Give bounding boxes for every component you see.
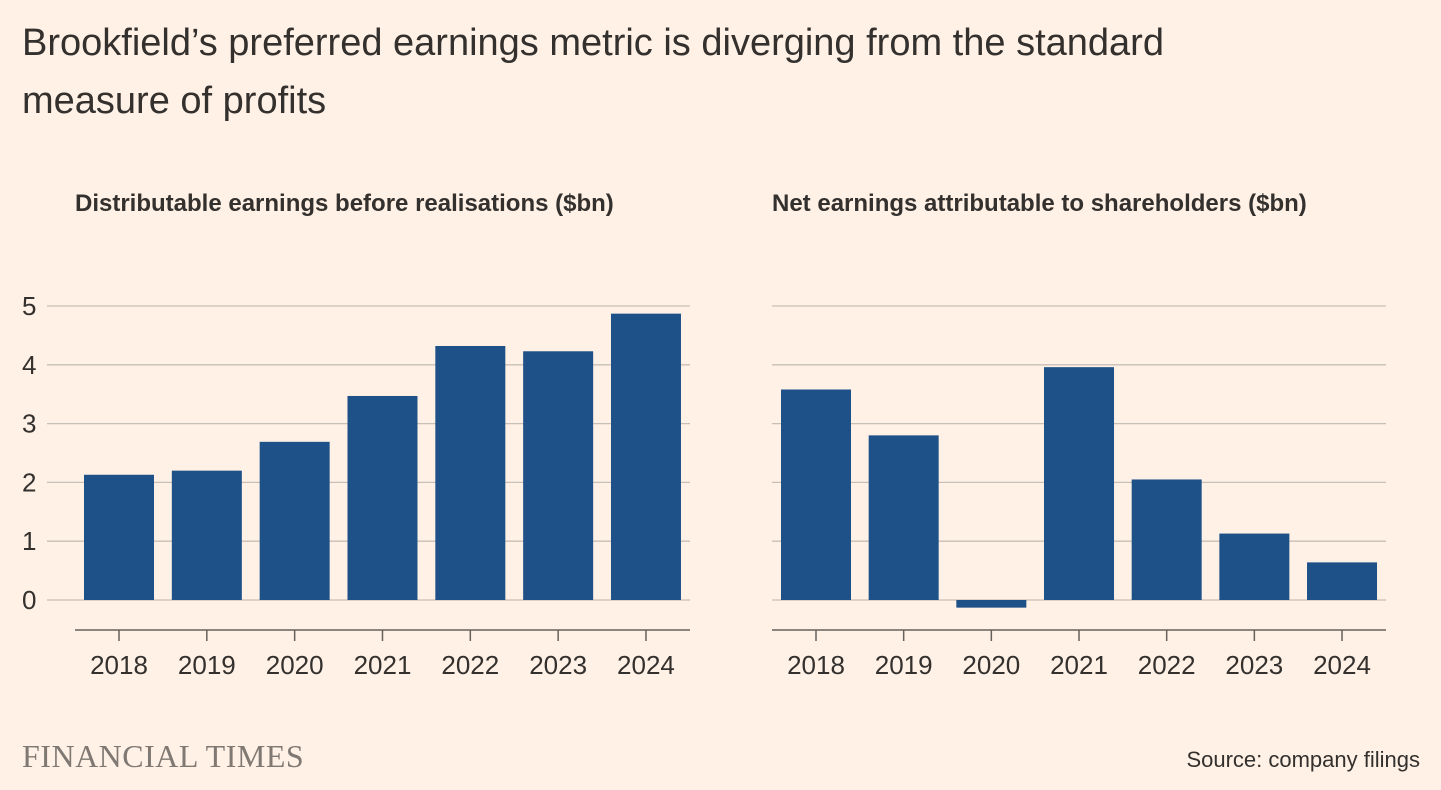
chart-title: Brookfield’s preferred earnings metric i…	[22, 22, 1164, 122]
left-bar-2023	[523, 351, 594, 600]
right-x-tick-label: 2018	[787, 650, 845, 680]
right-x-tick-label: 2022	[1138, 650, 1196, 680]
right-bar-chart: 2018 2019 2020 2021 2022 2023 2024	[772, 305, 1386, 680]
left-bar-2020	[259, 441, 330, 600]
left-bar-2019	[171, 470, 242, 600]
right-bar-2024	[1307, 562, 1378, 600]
right-x-tick-label: 2020	[962, 650, 1020, 680]
left-x-tick-label: 2022	[441, 650, 499, 680]
right-bar-2021	[1044, 367, 1115, 600]
left-y-tick-label: 0	[22, 585, 36, 615]
left-bar-2022	[435, 345, 506, 600]
right-x-tick-label: 2023	[1225, 650, 1283, 680]
left-x-tick-label: 2021	[354, 650, 412, 680]
left-x-tick-label: 2019	[178, 650, 236, 680]
left-bar-2024	[610, 313, 681, 600]
right-bar-2023	[1219, 533, 1290, 600]
left-bar-chart: 0 1 2 3 4 5 2018 2019 2020 2021 2022 2023 2024	[22, 291, 690, 680]
right-bar-2018	[781, 389, 851, 600]
right-x-tick-label: 2021	[1050, 650, 1108, 680]
left-y-tick-label: 3	[22, 409, 36, 439]
source-note: Source: company filings	[1186, 747, 1420, 772]
right-x-tick-label: 2024	[1313, 650, 1371, 680]
left-y-tick-label: 5	[22, 291, 36, 321]
left-y-tick-label: 1	[22, 526, 36, 556]
left-x-tick-label: 2018	[90, 650, 148, 680]
right-chart-subtitle: Net earnings attributable to shareholder…	[772, 190, 1307, 217]
right-bar-2019	[868, 435, 939, 600]
left-x-tick-label: 2024	[617, 650, 675, 680]
left-bar-2018	[84, 474, 154, 600]
right-bar-2022	[1131, 479, 1202, 600]
left-bar-2021	[347, 395, 418, 600]
left-x-tick-label: 2020	[266, 650, 324, 680]
left-x-tick-label: 2023	[529, 650, 587, 680]
left-chart-subtitle: Distributable earnings before realisatio…	[75, 190, 614, 217]
left-y-tick-label: 2	[22, 467, 36, 497]
left-y-tick-label: 4	[22, 350, 36, 380]
right-x-tick-label: 2019	[875, 650, 933, 680]
right-bar-2020	[956, 600, 1027, 608]
financial-times-logo: FINANCIAL TIMES	[22, 738, 305, 774]
